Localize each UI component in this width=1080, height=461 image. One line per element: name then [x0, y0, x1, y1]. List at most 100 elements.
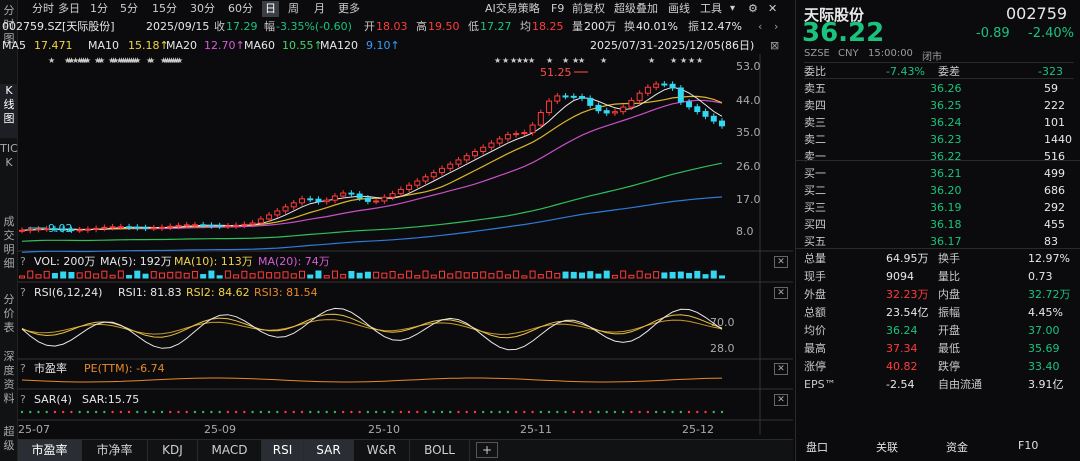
volume-bar [356, 272, 363, 279]
draw-line-button[interactable]: 画线 [668, 2, 690, 15]
panel-close-icon[interactable]: ✕ [774, 394, 788, 406]
vtab-depth-data[interactable]: 深度资料 [3, 350, 15, 405]
panel-close-icon[interactable]: ✕ [774, 287, 788, 299]
tab-rsi[interactable]: RSI [262, 440, 304, 461]
sar-dot [94, 410, 98, 414]
period-month[interactable]: 月 [314, 2, 325, 15]
sar-dot [29, 410, 32, 414]
quote-bottom-tabs: 盘口 关联 资金 F10 [796, 429, 1080, 461]
panel-help-icon[interactable]: ? [20, 362, 26, 375]
sar-dot [259, 410, 263, 414]
stat-row: 外盘 32.23万 内盘 32.72万 [804, 286, 1074, 303]
ai-strategy-button[interactable]: AI交易策略 [485, 2, 540, 15]
panel-help-icon[interactable]: ? [20, 286, 26, 299]
period-60min[interactable]: 60分 [228, 2, 253, 15]
close-icon[interactable]: ⊠ [770, 39, 780, 52]
period-week[interactable]: 周 [288, 2, 299, 15]
stat-label: 内盘 [938, 288, 960, 301]
overlay-button[interactable]: 超级叠加 [614, 2, 658, 15]
volume-bar [266, 272, 273, 279]
sar-dot [284, 410, 287, 414]
tab-pe[interactable]: 市盈率 [18, 440, 82, 461]
period-30min[interactable]: 30分 [190, 2, 215, 15]
candle-body [513, 133, 520, 136]
tab-sar[interactable]: SAR [304, 440, 354, 461]
adjust-button[interactable]: 前复权 [572, 2, 605, 15]
tab-related[interactable]: 关联 [876, 441, 898, 454]
volume-bar [554, 272, 561, 279]
period-5min[interactable]: 5分 [120, 2, 138, 15]
signal-star: ★ [494, 56, 501, 65]
signal-star: ★ [146, 56, 153, 65]
vtab-timeshare[interactable]: 分时图 [3, 4, 15, 45]
candle-body [340, 192, 347, 197]
tab-f10[interactable]: F10 [1018, 439, 1039, 452]
sar-dot [61, 410, 65, 414]
tab-boll[interactable]: BOLL [410, 440, 470, 461]
volume-bar [208, 270, 215, 279]
add-tab-button[interactable]: + [476, 442, 498, 458]
period-more[interactable]: 更多 [338, 2, 360, 15]
ask-label: 卖五 [804, 82, 826, 95]
stat-value: 64.95万 [886, 252, 929, 265]
tab-capital[interactable]: 资金 [946, 441, 968, 454]
volume-bar [496, 270, 503, 279]
exchange: SZSE [804, 48, 830, 59]
tools-dropdown-icon[interactable]: ▾ [730, 3, 736, 14]
volume-bar [529, 270, 536, 279]
sar-dot [37, 410, 40, 414]
next-icon[interactable]: › [774, 20, 779, 33]
vtab-kline[interactable]: K线图 [0, 84, 18, 138]
vtab-price-table[interactable]: 分价表 [3, 293, 15, 334]
settings-icon[interactable]: ⚙ [748, 2, 758, 15]
panel-close-icon[interactable]: ✕ [774, 256, 788, 268]
panel-help-icon[interactable]: ? [20, 255, 26, 268]
stat-value: 33.40 [1028, 360, 1060, 373]
stat-row: 总量 64.95万 换手 12.97% [804, 250, 1074, 267]
volume-bar [200, 274, 207, 279]
prev-icon[interactable]: ‹ [758, 20, 763, 33]
vtab-tick[interactable]: TICK [0, 142, 18, 169]
sar-dot [473, 410, 477, 414]
ask-price: 36.26 [930, 82, 962, 95]
period-multiday[interactable]: 多日 [58, 2, 80, 15]
rsi-title: RSI(6,12,24) [34, 286, 103, 299]
tab-pb[interactable]: 市净率 [82, 440, 148, 461]
period-day[interactable]: 日 [262, 1, 279, 17]
close-icon[interactable]: ✕ [768, 2, 778, 15]
period-15min[interactable]: 15分 [152, 2, 177, 15]
tab-orderbook[interactable]: 盘口 [806, 441, 828, 454]
candle-body [406, 184, 413, 190]
volume-bar [76, 272, 83, 279]
sar-dot [251, 410, 254, 414]
tools-button[interactable]: 工具 [700, 2, 722, 15]
tab-kdj[interactable]: KDJ [148, 440, 198, 461]
signal-star: ★ [546, 56, 553, 65]
period-timeshare[interactable]: 分时 [32, 2, 54, 15]
signal-star: ★ [696, 56, 703, 65]
sar-dot [169, 410, 172, 414]
candle-body [504, 134, 511, 140]
stat-label: 总量 [804, 252, 826, 265]
tab-wr[interactable]: W&R [354, 440, 410, 461]
vtab-trade-detail[interactable]: 成交明细 [3, 215, 15, 270]
signal-star: ★ [162, 56, 169, 65]
sar-dot [547, 410, 551, 414]
panel-help-icon[interactable]: ? [20, 393, 26, 406]
rsi-panel-header: ? RSI(6,12,24) RSI1: 81.83 RSI2: 84.62 R… [18, 285, 793, 301]
indicator-tabs: 市盈率 市净率 KDJ MACD RSI SAR W&R BOLL + [18, 439, 793, 461]
period-1min[interactable]: 1分 [90, 2, 108, 15]
vtab-super[interactable]: 超级 [3, 425, 15, 452]
volume-bar [397, 273, 404, 279]
volume-bar [93, 273, 100, 279]
f9-button[interactable]: F9 [551, 2, 565, 15]
signal-star: ★ [688, 56, 695, 65]
tab-macd[interactable]: MACD [198, 440, 262, 461]
signal-star: ★ [94, 56, 101, 65]
panel-close-icon[interactable]: ✕ [774, 363, 788, 375]
volume-bar [109, 274, 116, 279]
sar-dot [350, 410, 353, 414]
sar-dot [177, 410, 180, 414]
volume-bar [644, 273, 651, 279]
ask-volume: 516 [1044, 150, 1065, 163]
